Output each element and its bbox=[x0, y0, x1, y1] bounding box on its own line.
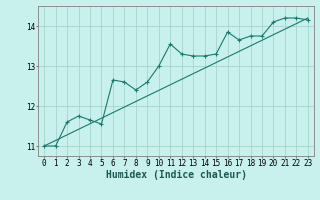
X-axis label: Humidex (Indice chaleur): Humidex (Indice chaleur) bbox=[106, 170, 246, 180]
